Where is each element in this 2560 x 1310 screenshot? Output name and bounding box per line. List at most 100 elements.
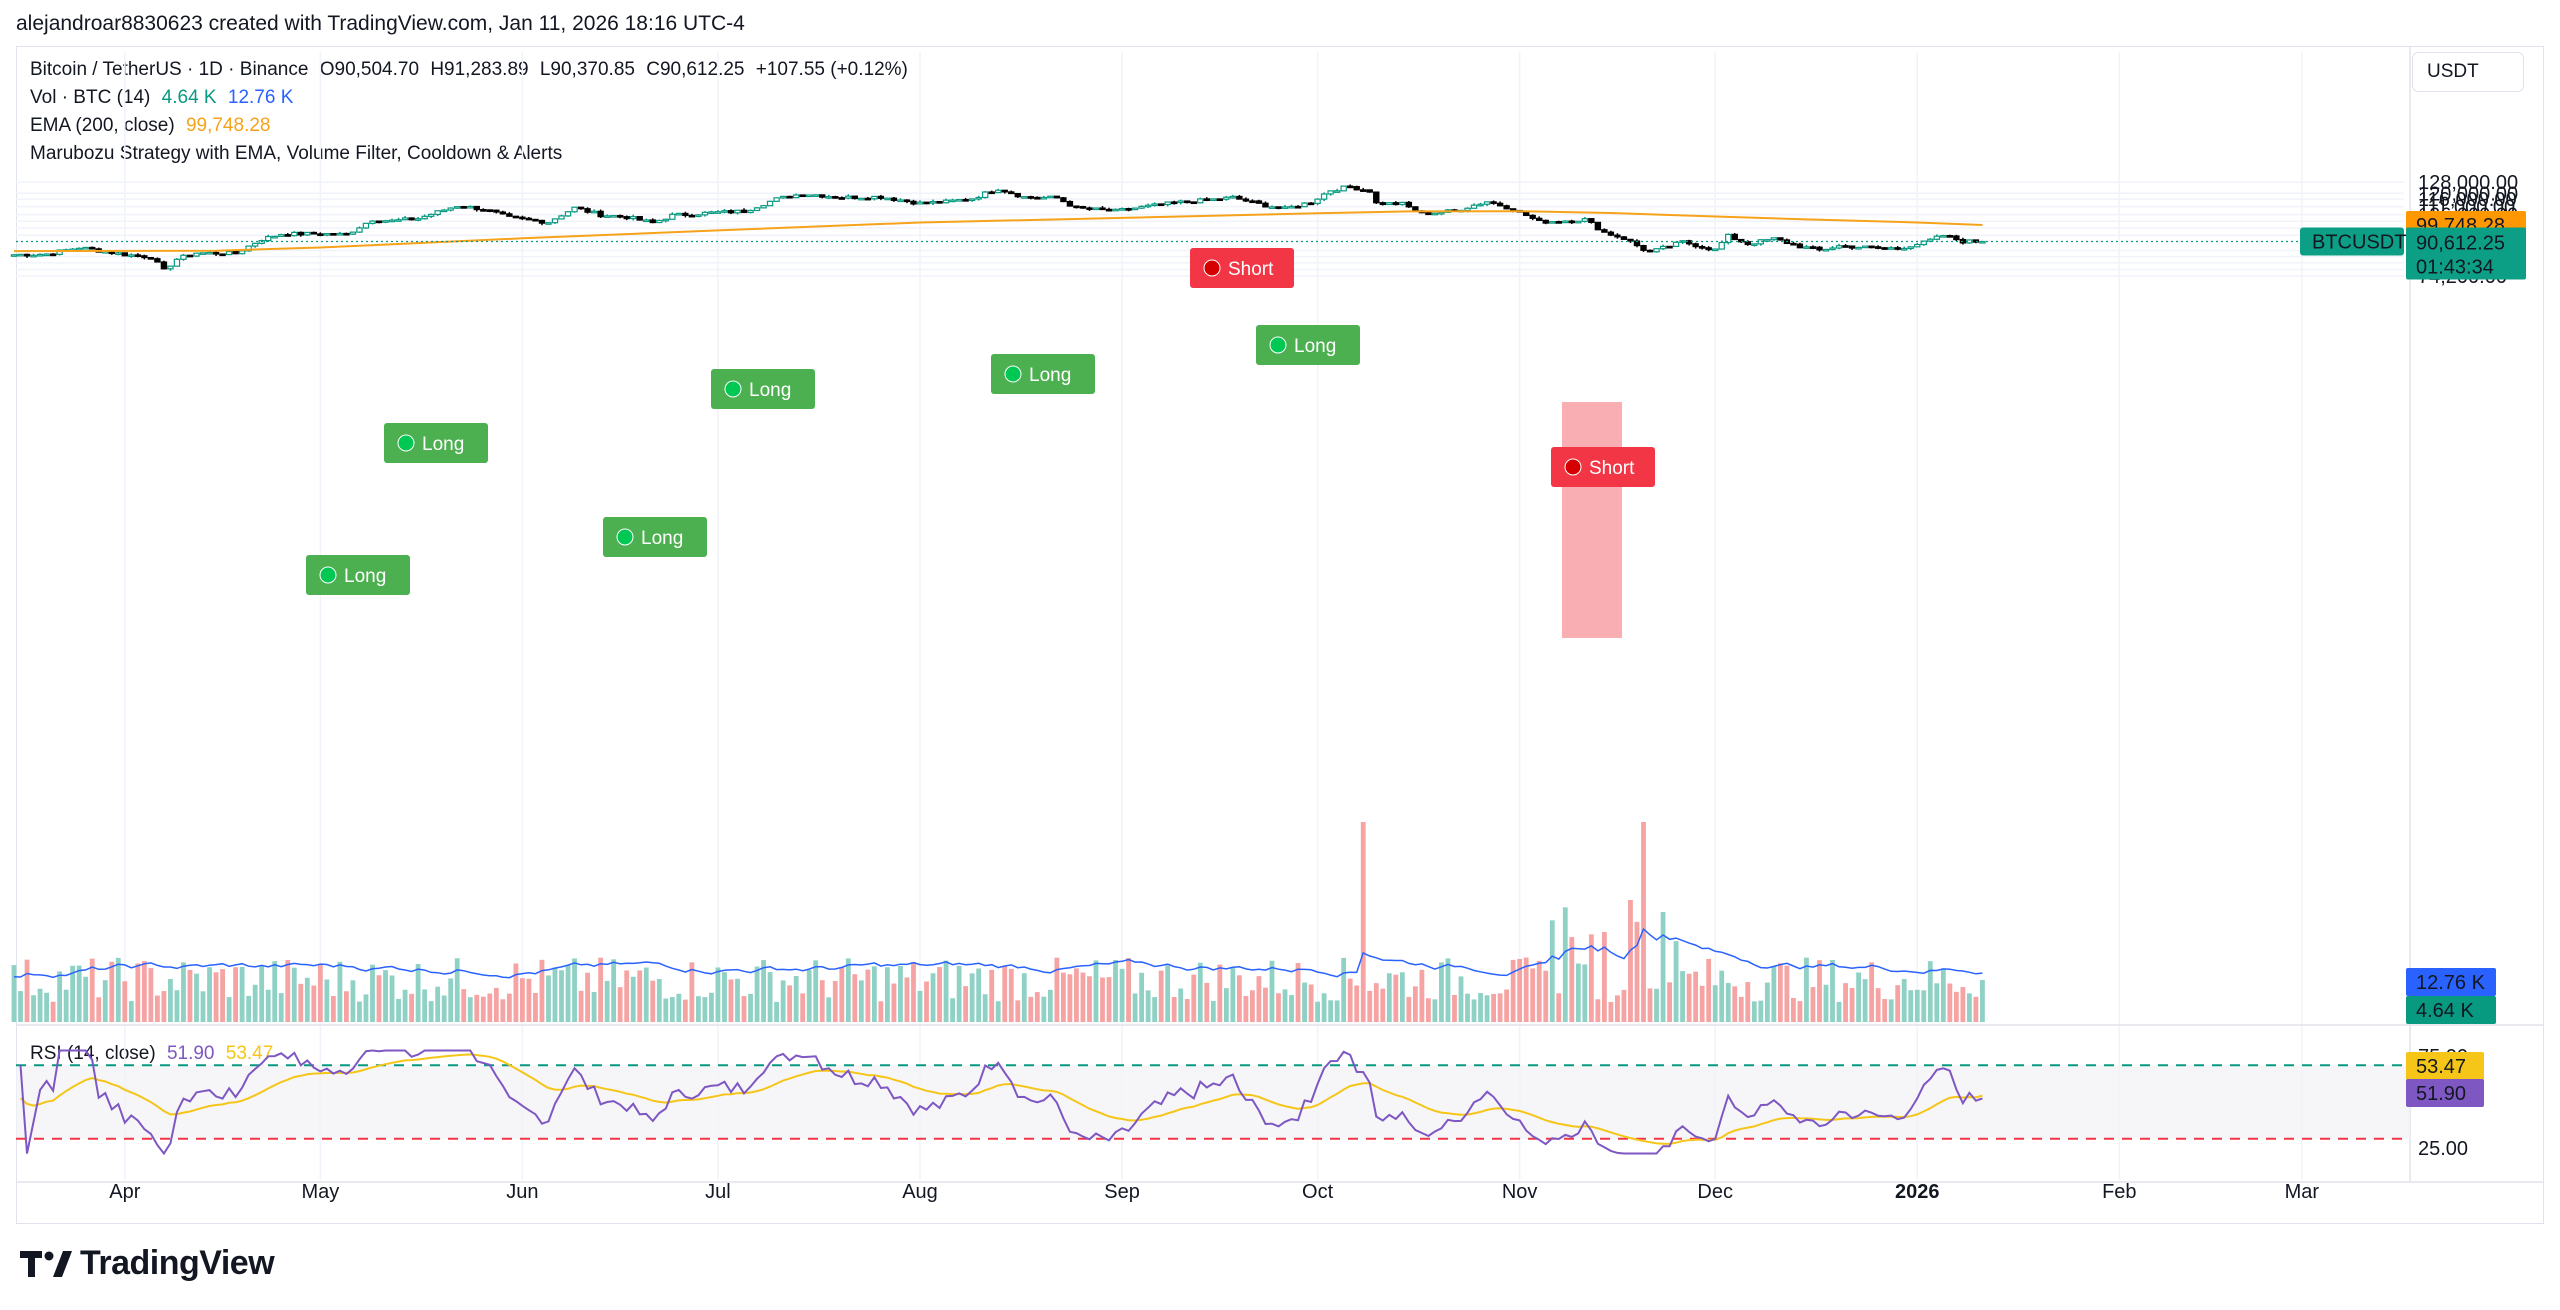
volume-bar (1797, 1001, 1803, 1022)
candle (1184, 200, 1191, 204)
volume-bar (813, 960, 819, 1022)
candle (1164, 201, 1171, 207)
candle (343, 232, 350, 236)
candle (942, 198, 950, 204)
long-signal[interactable]: Long (711, 369, 815, 409)
candle-body (786, 195, 793, 199)
candle (708, 210, 715, 215)
candle (167, 265, 174, 271)
candle-body (356, 227, 363, 233)
symbol-legend[interactable]: Bitcoin / TetherUS · 1D · Binance O90,50… (30, 59, 914, 81)
candle (89, 246, 96, 250)
candle (1659, 244, 1667, 250)
candle (1927, 238, 1934, 243)
candle-body (616, 214, 624, 218)
volume-bar (1719, 970, 1725, 1022)
candle (1327, 190, 1334, 196)
candle (630, 214, 637, 221)
candle-body (981, 191, 989, 199)
volume-bar (1452, 994, 1457, 1022)
candle-body (851, 195, 859, 200)
volume-bar (1862, 979, 1868, 1022)
long-signal[interactable]: Long (384, 423, 488, 463)
volume-bar (1836, 1001, 1842, 1022)
symbol-name[interactable]: Bitcoin / TetherUS · 1D · Binance (30, 59, 309, 80)
volume-bar (1380, 988, 1386, 1022)
long-signal-box[interactable] (711, 369, 815, 409)
short-signal[interactable]: Short (1551, 447, 1655, 487)
long-signal-box[interactable] (991, 354, 1095, 394)
candle-body (1405, 201, 1413, 208)
volume-bar (1882, 999, 1888, 1022)
candle (845, 194, 852, 200)
candle (1816, 246, 1823, 252)
candle-body (147, 256, 155, 260)
volume-bar (852, 974, 858, 1022)
long-signal-box[interactable] (306, 555, 410, 595)
short-signal-box[interactable] (1190, 248, 1294, 288)
candle-body (186, 254, 194, 258)
long-signal[interactable]: Long (1256, 325, 1360, 365)
volume-bar (1074, 968, 1079, 1022)
candle-body (173, 258, 181, 267)
ohlc-change: +107.55 (+0.12%) (755, 59, 908, 80)
volume-bar (1980, 979, 1985, 1022)
strategy-legend[interactable]: Marubozu Strategy with EMA, Volume Filte… (30, 143, 568, 165)
volume-bar (500, 999, 506, 1022)
candle (1920, 240, 1927, 246)
candle (929, 199, 937, 206)
volume-bar (546, 975, 551, 1022)
candle (1594, 221, 1602, 231)
volume-bar (1641, 822, 1646, 1022)
short-signal-box[interactable] (1551, 447, 1655, 487)
long-signal-box[interactable] (384, 423, 488, 463)
volume-bar (1341, 957, 1347, 1022)
volume-bar (389, 975, 395, 1022)
volume-bar (1432, 999, 1438, 1022)
short-signal[interactable]: Short (1190, 248, 1294, 288)
candle (304, 231, 311, 236)
short-zone (1562, 402, 1622, 638)
currency-button[interactable]: USDT (2412, 52, 2524, 92)
volume-bar (435, 986, 441, 1022)
candle-body (1177, 200, 1184, 204)
candle-body (121, 252, 129, 257)
candle-body (884, 197, 891, 201)
candle (968, 198, 976, 202)
volume-legend[interactable]: Vol · BTC (14) 4.64 K 12.76 K (30, 87, 299, 109)
volume-bar (624, 970, 630, 1022)
candle (1829, 245, 1836, 251)
long-signal-box[interactable] (1256, 325, 1360, 365)
long-signal[interactable]: Long (306, 555, 410, 595)
rsi-ma-badge-text: 53.47 (2416, 1056, 2466, 1078)
tradingview-logo[interactable]: TradingView (20, 1244, 275, 1283)
volume-bar (637, 970, 643, 1022)
candle-body (1562, 220, 1569, 224)
candle (1620, 236, 1628, 240)
strategy-label[interactable]: Marubozu Strategy with EMA, Volume Filte… (30, 143, 563, 164)
ema-legend[interactable]: EMA (200, close) 99,748.28 (30, 115, 276, 137)
volume-bar (11, 965, 17, 1022)
candle (1014, 192, 1021, 198)
volume-bar (885, 967, 890, 1022)
candle (1008, 190, 1015, 195)
long-signal-box[interactable] (603, 517, 707, 557)
candle-body (590, 210, 598, 214)
volume-bar (141, 961, 147, 1022)
candle-body (1353, 186, 1360, 191)
long-signal[interactable]: Long (991, 354, 1095, 394)
long-signal-label: Long (344, 566, 386, 587)
candle-body (1053, 195, 1061, 199)
volume-bar (552, 967, 558, 1022)
volume-bar (1849, 988, 1855, 1022)
candle (799, 194, 806, 198)
volume-label[interactable]: Vol · BTC (14) (30, 87, 151, 108)
candle (1346, 184, 1354, 189)
candle-body (284, 234, 291, 237)
ema-label[interactable]: EMA (200, close) (30, 115, 175, 136)
candle-body (1314, 198, 1321, 204)
volume-bar (181, 962, 186, 1022)
long-signal[interactable]: Long (603, 517, 707, 557)
volume-bar (1575, 963, 1581, 1022)
